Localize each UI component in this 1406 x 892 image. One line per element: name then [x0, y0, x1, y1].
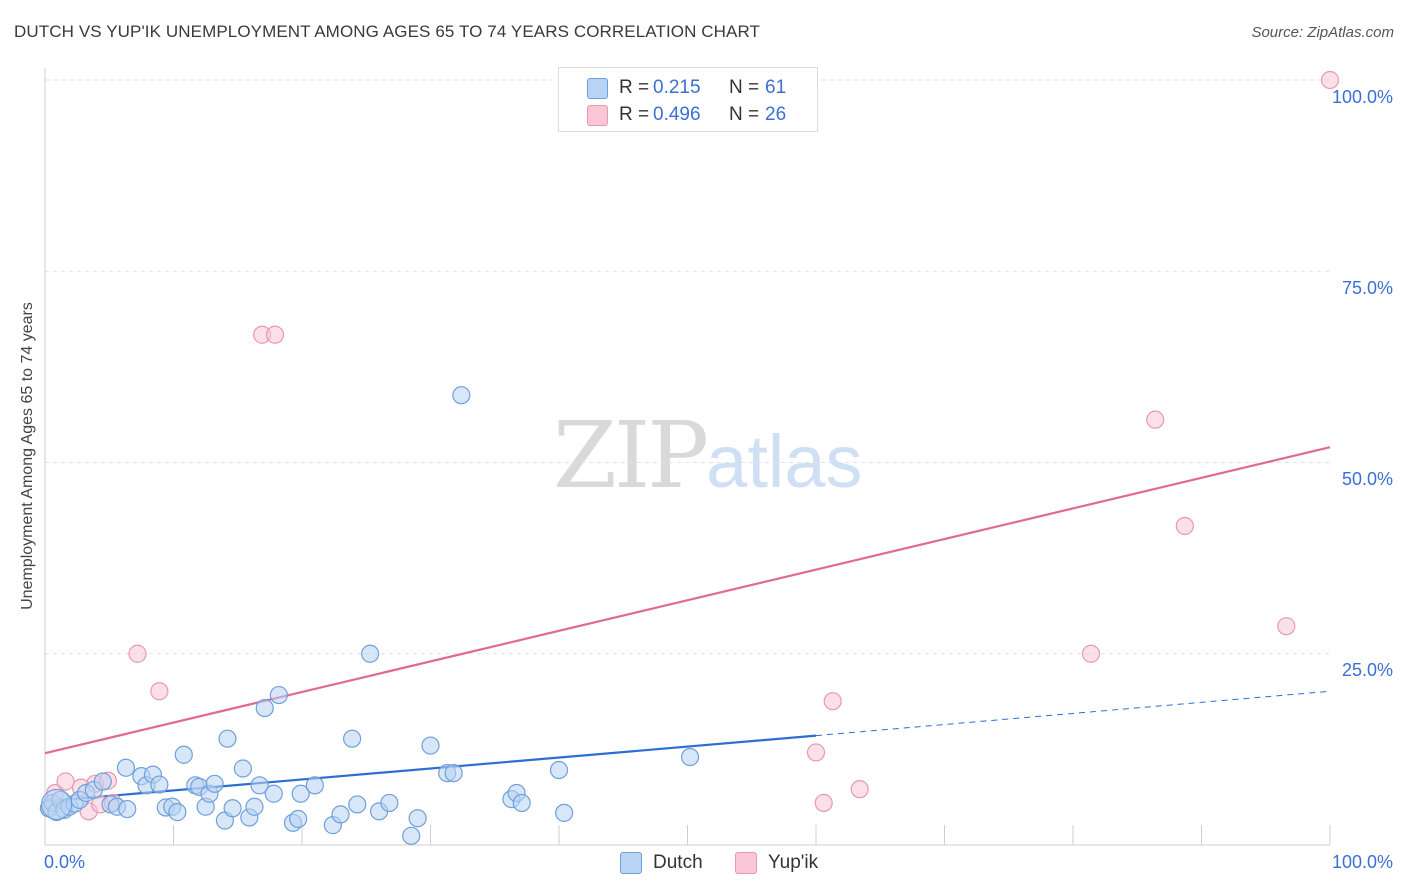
dutch-point	[680, 747, 700, 767]
dutch-point	[116, 758, 136, 777]
dutch-point	[452, 386, 471, 405]
source-credit: Source: ZipAtlas.com	[1251, 24, 1394, 41]
r-label: R =	[619, 77, 650, 98]
y-tick-label: 75.0%	[1341, 278, 1393, 298]
dutch-point	[348, 795, 367, 814]
r-value: 0.496	[653, 104, 701, 125]
legend-label-yupik: Yup'ik	[768, 852, 819, 873]
y-tick-label: 50.0%	[1341, 469, 1393, 489]
n-value: 26	[765, 104, 787, 125]
dutch-point	[168, 803, 187, 822]
yupik-point	[823, 692, 842, 711]
dutch-swatch	[587, 78, 608, 99]
dutch-point	[205, 774, 224, 793]
yupik-point	[128, 644, 147, 663]
watermark: ZIPatlas	[553, 402, 862, 509]
yupik-point	[265, 325, 285, 344]
yupik-point	[1320, 70, 1340, 90]
legend-item-yupik[interactable]: Yup'ik	[735, 852, 818, 874]
grid-lines	[44, 68, 1331, 846]
dutch-point	[512, 793, 531, 813]
x-tick-label: 0.0%	[44, 852, 86, 872]
y-tick-label: 100.0%	[1331, 87, 1393, 107]
dutch-point	[93, 772, 112, 791]
yupik-swatch	[735, 852, 757, 874]
yupik-point	[806, 743, 826, 762]
dutch-point	[343, 729, 362, 748]
n-label: N =	[729, 77, 760, 98]
dutch-point	[218, 729, 237, 748]
yupik-point	[1277, 617, 1296, 636]
dutch-point	[305, 776, 324, 795]
yupik-point	[1081, 644, 1101, 663]
dutch-point	[549, 760, 569, 780]
dutch-point	[380, 793, 399, 813]
x-tick-label: 100.0%	[1331, 852, 1393, 872]
yupik-point	[814, 793, 833, 813]
yupik-point	[56, 772, 75, 791]
yupik-point	[1146, 410, 1165, 429]
dutch-point	[444, 763, 463, 783]
dutch-point	[421, 736, 440, 755]
dutch-point	[555, 803, 574, 822]
legend-item-dutch[interactable]: Dutch	[620, 852, 703, 874]
dutch-point	[255, 698, 274, 718]
dutch-point	[331, 805, 350, 824]
dutch-point	[269, 685, 288, 705]
yupik-point	[850, 780, 869, 799]
dutch-point	[40, 788, 73, 821]
dutch-point	[408, 809, 427, 828]
dutch-point	[223, 799, 242, 818]
watermark-atlas: atlas	[706, 420, 863, 503]
dutch-point	[174, 745, 193, 764]
dutch-trend-line	[44, 734, 817, 803]
r-label: R =	[619, 104, 650, 125]
dutch-point	[264, 784, 283, 803]
r-value: 0.215	[653, 77, 701, 98]
trend-lines	[44, 446, 1331, 803]
dutch-trend-extension	[815, 690, 1331, 737]
stats-legend: R = 0.215 N = 61 R = 0.496 N = 26	[558, 67, 818, 132]
dutch-point	[361, 644, 380, 663]
dutch-point	[289, 809, 308, 829]
yupik-point	[1175, 516, 1194, 536]
legend-label-dutch: Dutch	[653, 852, 703, 873]
dutch-point	[245, 797, 264, 816]
yupik-point	[150, 682, 169, 701]
watermark-zip: ZIP	[553, 402, 709, 509]
dutch-swatch	[620, 852, 642, 874]
dutch-point	[118, 799, 137, 819]
data-points	[39, 70, 1340, 845]
dutch-point	[402, 826, 421, 845]
dutch-point	[233, 759, 252, 778]
yupik-swatch	[587, 105, 608, 126]
y-tick-label: 25.0%	[1341, 660, 1393, 680]
series-legend: Dutch Yup'ik	[0, 852, 1406, 878]
yupik-trend-line	[44, 446, 1331, 755]
n-value: 61	[765, 77, 787, 98]
dutch-point	[250, 776, 269, 795]
n-label: N =	[729, 104, 760, 125]
chart-title: DUTCH VS YUP'IK UNEMPLOYMENT AMONG AGES …	[14, 22, 761, 41]
dutch-point	[291, 784, 310, 803]
dutch-point	[150, 775, 169, 794]
